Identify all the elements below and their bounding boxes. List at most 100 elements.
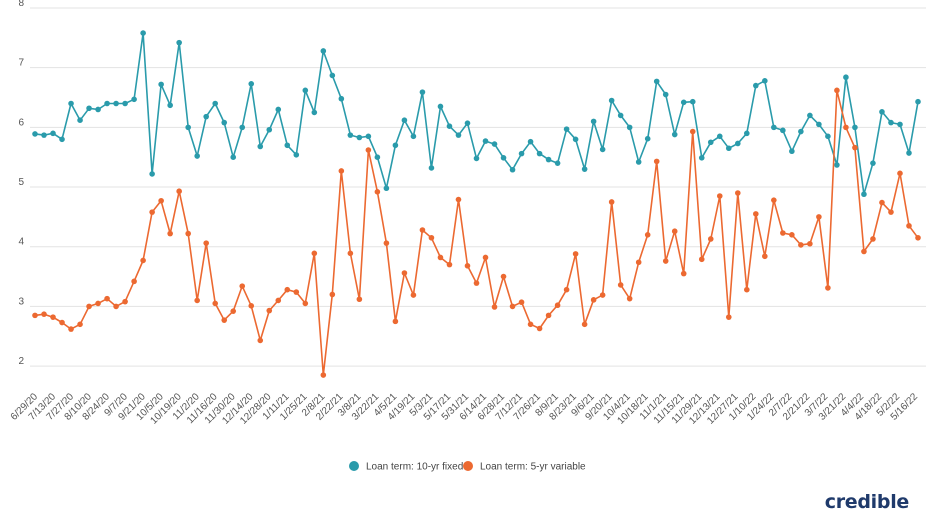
series-2-point-47: [455, 196, 462, 203]
series-1-point-58: [554, 160, 561, 166]
series-2-point-48: [464, 263, 471, 269]
series-1-point-34: [338, 95, 345, 102]
series-1-point-84: [789, 148, 795, 155]
series-1-point-27: [275, 106, 282, 113]
y-axis: 2 3 4 5 6 7 8: [18, 0, 24, 367]
series-1-point-98: [915, 98, 921, 105]
series-1-point-56: [536, 150, 543, 157]
series-1-point-63: [599, 146, 606, 153]
series-2-point-8: [104, 295, 110, 302]
series-2-point-65: [617, 282, 624, 288]
series-1-point-76: [716, 133, 723, 140]
series-2-point-98: [915, 234, 921, 241]
series-2-point-75: [707, 236, 714, 242]
series-1-point-74: [698, 155, 705, 161]
series-1-point-2: [50, 130, 56, 137]
legend-label-series-1: Loan term: 10-yr fixed: [366, 462, 463, 473]
series-2-point-21: [221, 317, 228, 323]
series-2-point-43: [419, 227, 426, 233]
series-2-point-74: [698, 256, 705, 263]
series-1-point-1: [41, 132, 47, 138]
series-2-point-64: [608, 199, 615, 205]
series-2-point-46: [446, 261, 453, 268]
series-1-point-91: [852, 124, 858, 131]
series-1: [32, 30, 921, 198]
series-2-point-62: [590, 297, 597, 303]
series-2-point-22: [230, 308, 237, 314]
series-1-point-42: [410, 133, 417, 140]
series-1-point-64: [608, 97, 615, 104]
series-2-point-44: [428, 234, 435, 241]
series-2-point-28: [284, 286, 291, 293]
series-1-point-47: [455, 132, 462, 138]
series-2-point-34: [338, 168, 345, 174]
series-2-point-7: [95, 300, 101, 307]
series-1-point-80: [753, 82, 759, 89]
series-1-point-72: [680, 99, 687, 106]
series-1-point-33: [329, 72, 336, 79]
series-2-point-5: [77, 321, 83, 328]
series-2-point-0: [32, 312, 38, 319]
series-2-point-67: [635, 259, 642, 266]
series-1-point-46: [446, 123, 453, 129]
series-1-point-14: [158, 81, 164, 88]
series-1-point-81: [762, 78, 768, 84]
series-1-point-21: [221, 119, 228, 126]
series-2-point-26: [266, 307, 273, 314]
series-1-point-93: [870, 160, 876, 166]
legend: Loan term: 10-yr fixed Loan term: 5-yr v…: [349, 461, 586, 473]
series-1-point-50: [482, 138, 489, 144]
series-2-point-79: [744, 286, 750, 293]
series-2-point-54: [518, 299, 525, 306]
series-1-point-25: [257, 143, 264, 150]
series-1-point-36: [356, 134, 363, 141]
series-2-point-86: [807, 240, 813, 247]
series-2-point-51: [491, 304, 498, 310]
series-1-point-53: [509, 166, 516, 173]
series-1-point-92: [861, 191, 867, 198]
legend-label-series-2: Loan term: 5-yr variable: [480, 462, 586, 473]
series-1-point-22: [230, 154, 237, 161]
series-2-point-57: [545, 312, 552, 319]
series-2-point-23: [239, 283, 246, 289]
series-1-point-71: [671, 131, 678, 138]
series-1-point-5: [77, 117, 83, 124]
series-1-point-44: [428, 165, 435, 171]
series-2-point-60: [572, 251, 579, 257]
y-tick-label-5: 5: [18, 177, 24, 188]
series-2-point-63: [599, 292, 606, 298]
series-2-point-53: [509, 303, 516, 310]
series-1-point-88: [825, 133, 831, 140]
series-1-point-48: [464, 120, 471, 126]
series-1-point-57: [545, 156, 552, 163]
series-2-point-81: [762, 253, 768, 260]
gridlines: [30, 7, 926, 367]
series-1-point-83: [780, 127, 786, 134]
series-2-point-91: [852, 144, 858, 151]
series-2-point-80: [753, 211, 759, 217]
series-1-point-70: [662, 91, 669, 98]
series-1-line: [34, 32, 919, 195]
series-1-point-85: [798, 128, 804, 135]
series-1-point-0: [32, 131, 38, 137]
series-2-point-13: [149, 209, 155, 215]
series-1-point-4: [68, 100, 74, 107]
series-1-point-97: [906, 150, 912, 156]
series-1-point-75: [707, 139, 714, 146]
series-2-point-50: [482, 254, 489, 261]
series-2-point-36: [356, 296, 363, 303]
series-1-point-52: [500, 155, 507, 161]
series-2-point-52: [500, 273, 507, 280]
series-2-point-40: [392, 318, 399, 325]
series-1-point-10: [122, 100, 128, 107]
series-1-point-6: [86, 105, 92, 112]
series-2-point-88: [825, 285, 831, 291]
series-1-point-38: [374, 154, 381, 161]
y-tick-label-6: 6: [18, 117, 24, 128]
series-2-point-42: [410, 292, 417, 298]
series-2-point-66: [626, 295, 633, 302]
series-1-point-54: [518, 150, 525, 157]
series-1-point-19: [203, 113, 209, 120]
series-1-point-86: [807, 112, 813, 119]
series-2-point-16: [176, 188, 182, 195]
